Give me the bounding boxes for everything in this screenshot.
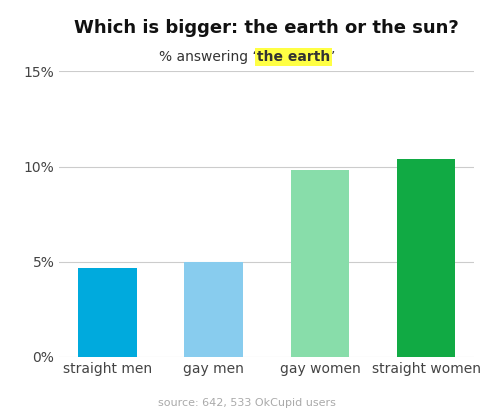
Text: the earth: the earth [257,50,330,64]
Text: source: 642, 533 OkCupid users: source: 642, 533 OkCupid users [158,398,336,408]
Text: ’: ’ [330,50,335,64]
Text: % answering ‘: % answering ‘ [159,50,257,64]
Bar [184,262,243,357]
Bar [397,159,455,357]
Bar [290,171,349,357]
Title: Which is bigger: the earth or the sun?: Which is bigger: the earth or the sun? [75,18,459,37]
Bar [78,268,136,357]
